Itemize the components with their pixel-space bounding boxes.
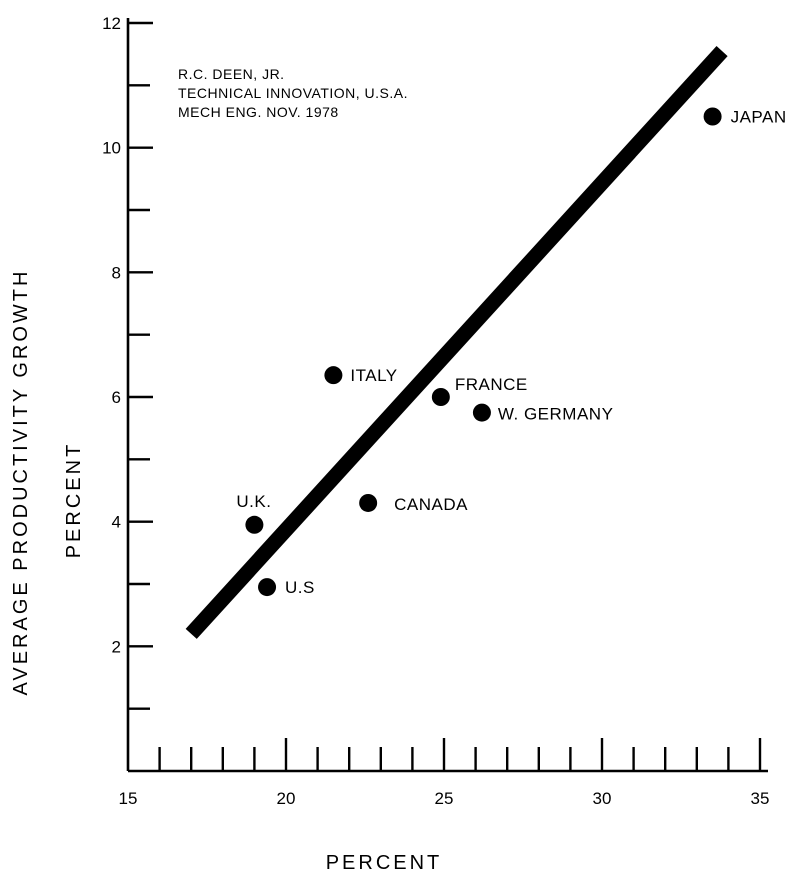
point-label-canada: CANADA [394,495,468,514]
marks: JAPAN ITALY FRANCE W. GERMANY CANADA U.K. U.S [185,45,787,639]
y-axis-title: AVERAGE PRODUCTIVITY GROWTH [10,269,32,696]
point-label-japan: JAPAN [731,108,787,127]
source-note: R.C. DEEN, JR. TECHNICAL INNOVATION, U.S… [178,66,408,120]
y-tick-label: 2 [112,637,121,656]
point-u-k [245,515,264,534]
y-tick-label: 8 [112,263,121,282]
point-label-france: FRANCE [455,375,528,394]
y-tick-label: 4 [112,513,121,532]
point-label-w-germany: W. GERMANY [498,405,614,424]
ticks: 2 4 6 8 10 12 15 20 25 30 35 [102,14,769,808]
x-tick-label: 20 [277,789,296,808]
trend-line [185,45,728,639]
y-tick-label: 10 [102,139,121,158]
x-tick-label: 15 [119,789,138,808]
source-note-line-3: MECH ENG. NOV. 1978 [178,104,339,120]
point-w-germany [472,403,491,422]
point-label-u-s: U.S [285,578,315,597]
point-france [431,388,450,406]
y-tick-label: 6 [112,388,121,407]
x-tick-label: 25 [435,789,454,808]
y-tick-label: 12 [102,14,121,33]
y-axis-subtitle: PERCENT [63,442,85,559]
point-u-s [258,578,277,597]
x-tick-label: 30 [593,789,612,808]
source-note-line-2: TECHNICAL INNOVATION, U.S.A. [178,85,408,101]
x-tick-label: 35 [751,789,770,808]
point-canada [359,493,378,512]
x-axis-title: PERCENT [326,852,443,874]
point-italy [324,366,343,385]
source-note-line-1: R.C. DEEN, JR. [178,66,285,82]
point-japan [703,107,722,126]
point-label-italy: ITALY [350,366,397,385]
point-label-u-k: U.K. [236,492,271,511]
